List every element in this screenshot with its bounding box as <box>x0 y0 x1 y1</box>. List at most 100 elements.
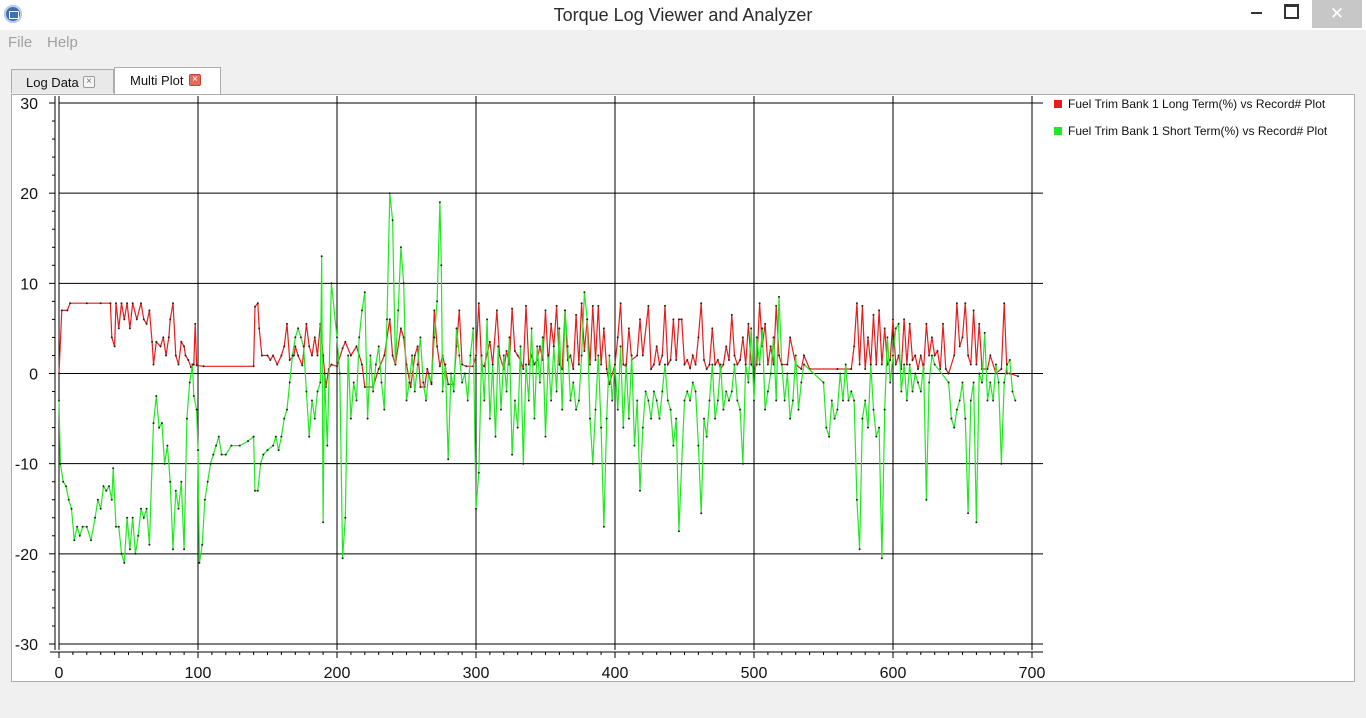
x-tick-label: 100 <box>185 665 212 682</box>
data-point-short-term <box>313 417 316 420</box>
data-point-short-term <box>502 354 505 357</box>
data-point-long-term <box>616 336 619 339</box>
data-point-long-term <box>897 354 900 357</box>
data-point-long-term <box>691 354 694 357</box>
data-point-long-term <box>892 318 894 321</box>
data-point-long-term <box>955 302 958 305</box>
data-point-long-term <box>174 354 177 357</box>
data-point-long-term <box>944 368 947 370</box>
data-point-short-term <box>825 426 828 429</box>
data-point-short-term <box>666 399 669 402</box>
data-point-short-term <box>967 512 970 515</box>
data-point-short-term <box>117 525 120 528</box>
data-point-short-term <box>661 390 664 393</box>
data-point-short-term <box>527 399 530 402</box>
data-point-short-term <box>308 435 311 438</box>
minimize-button[interactable] <box>1236 0 1276 28</box>
data-point-short-term <box>703 417 705 420</box>
data-point-short-term <box>969 399 972 402</box>
data-point-short-term <box>739 408 742 411</box>
data-point-long-term <box>495 309 498 312</box>
menu-help[interactable]: Help <box>47 34 78 51</box>
x-tick-label: 0 <box>55 665 64 682</box>
data-point-short-term <box>458 354 461 357</box>
data-point-short-term <box>180 480 183 483</box>
tab-multi-plot-close-icon[interactable]: × <box>189 74 201 86</box>
data-point-long-term <box>803 354 805 357</box>
data-point-short-term <box>919 390 922 393</box>
data-point-short-term <box>120 552 123 555</box>
data-point-long-term <box>377 368 380 370</box>
data-point-short-term <box>591 462 594 465</box>
app-icon <box>4 5 22 23</box>
data-point-long-term <box>880 363 883 366</box>
data-point-short-term <box>297 327 300 330</box>
tab-multi-plot[interactable]: Multi Plot × <box>114 67 221 95</box>
data-point-short-term <box>1014 399 1017 402</box>
x-tick-label: 300 <box>463 665 490 682</box>
data-point-long-term <box>769 345 772 348</box>
data-point-short-term <box>377 345 380 348</box>
data-point-short-term <box>438 201 441 204</box>
data-point-long-term <box>919 354 922 357</box>
tab-log-data[interactable]: Log Data × <box>11 69 114 93</box>
data-point-short-term <box>869 363 872 366</box>
data-point-long-term <box>575 313 578 316</box>
data-point-short-term <box>989 381 992 384</box>
maximize-button[interactable] <box>1276 0 1306 28</box>
data-point-short-term <box>217 435 220 438</box>
data-point-short-term <box>714 417 717 420</box>
data-point-short-term <box>669 408 672 411</box>
data-point-short-term <box>839 372 842 375</box>
data-point-long-term <box>183 345 186 348</box>
data-point-short-term <box>137 534 140 537</box>
data-point-short-term <box>488 417 491 420</box>
data-point-short-term <box>349 417 352 420</box>
data-point-short-term <box>422 381 425 384</box>
data-point-short-term <box>491 363 494 366</box>
data-point-short-term <box>627 417 630 420</box>
x-tick-label: 500 <box>741 665 768 682</box>
data-point-short-term <box>1011 390 1014 393</box>
close-button[interactable]: ✕ <box>1312 0 1362 28</box>
data-point-long-term <box>413 354 416 357</box>
data-point-long-term <box>113 345 116 348</box>
data-point-short-term <box>930 354 933 357</box>
data-point-long-term <box>975 363 978 366</box>
data-point-short-term <box>694 390 697 393</box>
menu-file[interactable]: File <box>8 34 33 51</box>
data-point-short-term <box>494 435 497 438</box>
data-point-short-term <box>992 399 995 402</box>
data-point-short-term <box>274 435 277 438</box>
data-point-long-term <box>330 363 333 366</box>
data-point-short-term <box>894 327 897 330</box>
data-point-long-term <box>288 359 291 361</box>
data-point-short-term <box>330 282 333 285</box>
data-point-long-term <box>447 383 450 386</box>
tab-log-data-close-icon[interactable]: × <box>83 76 95 88</box>
data-point-short-term <box>950 417 953 420</box>
data-point-long-term <box>577 363 580 366</box>
data-point-long-term <box>978 322 981 325</box>
data-point-long-term <box>872 313 875 316</box>
data-point-short-term <box>847 399 850 402</box>
data-point-short-term <box>769 372 772 375</box>
data-point-long-term <box>861 304 864 307</box>
data-point-long-term <box>716 359 719 361</box>
data-point-short-term <box>252 435 255 438</box>
data-point-long-term <box>85 302 88 305</box>
data-point-long-term <box>180 340 183 343</box>
data-point-short-term <box>744 363 747 366</box>
data-point-long-term <box>758 302 761 305</box>
data-point-short-term <box>892 354 894 357</box>
data-point-long-term <box>513 350 516 352</box>
data-point-short-term <box>780 363 783 366</box>
data-point-long-term <box>655 345 658 348</box>
series-line-short-term <box>58 193 1016 564</box>
data-point-short-term <box>238 444 241 447</box>
data-point-long-term <box>686 359 689 361</box>
data-point-long-term <box>858 363 861 366</box>
data-point-short-term <box>73 539 76 542</box>
data-point-short-term <box>625 363 628 366</box>
data-point-long-term <box>933 354 936 357</box>
